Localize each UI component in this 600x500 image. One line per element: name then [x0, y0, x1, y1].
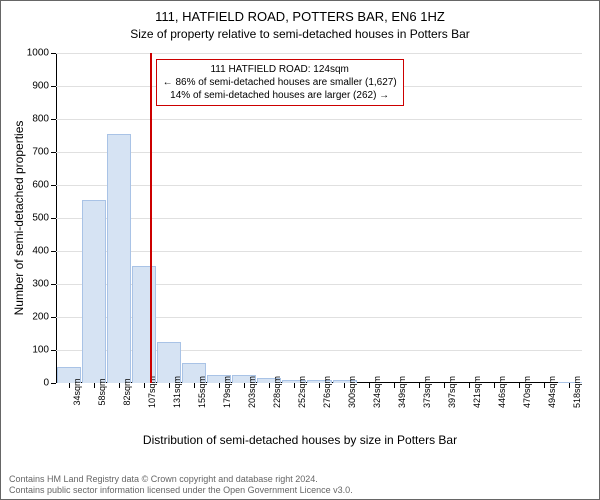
x-tick-mark: [544, 383, 545, 388]
x-tick-mark: [194, 383, 195, 388]
x-tick-mark: [569, 383, 570, 388]
y-tick-label: 900: [19, 81, 49, 92]
x-tick-label: 155sqm: [197, 376, 207, 408]
x-tick-mark: [244, 383, 245, 388]
y-tick-mark: [51, 317, 56, 318]
x-tick-label: 494sqm: [547, 376, 557, 408]
x-axis-label: Distribution of semi-detached houses by …: [1, 433, 599, 447]
x-tick-label: 228sqm: [272, 376, 282, 408]
grid-line: [56, 152, 582, 153]
x-tick-mark: [294, 383, 295, 388]
x-tick-label: 179sqm: [222, 376, 232, 408]
x-tick-label: 446sqm: [497, 376, 507, 408]
x-tick-mark: [394, 383, 395, 388]
property-marker-line: [150, 53, 152, 383]
x-tick-label: 518sqm: [572, 376, 582, 408]
x-tick-mark: [494, 383, 495, 388]
y-tick-mark: [51, 284, 56, 285]
x-tick-label: 131sqm: [172, 376, 182, 408]
page-title: 111, HATFIELD ROAD, POTTERS BAR, EN6 1HZ: [1, 9, 599, 24]
x-tick-mark: [344, 383, 345, 388]
y-tick-mark: [51, 119, 56, 120]
y-tick-mark: [51, 218, 56, 219]
y-tick-mark: [51, 86, 56, 87]
x-tick-label: 397sqm: [447, 376, 457, 408]
grid-line: [56, 185, 582, 186]
y-tick-mark: [51, 383, 56, 384]
x-tick-mark: [269, 383, 270, 388]
x-tick-mark: [144, 383, 145, 388]
x-tick-label: 58sqm: [97, 378, 107, 405]
y-tick-label: 100: [19, 345, 49, 356]
footer-line-2: Contains public sector information licen…: [9, 485, 353, 496]
histogram-bar: [132, 266, 156, 383]
annotation-line-3: 14% of semi-detached houses are larger (…: [163, 89, 397, 102]
x-tick-mark: [519, 383, 520, 388]
x-tick-label: 34sqm: [72, 378, 82, 405]
x-tick-mark: [444, 383, 445, 388]
y-tick-mark: [51, 152, 56, 153]
x-tick-label: 252sqm: [297, 376, 307, 408]
x-tick-label: 470sqm: [522, 376, 532, 408]
y-tick-mark: [51, 185, 56, 186]
footer: Contains HM Land Registry data © Crown c…: [9, 474, 353, 496]
x-tick-label: 300sqm: [347, 376, 357, 408]
y-axis-label: Number of semi-detached properties: [12, 108, 26, 328]
footer-line-1: Contains HM Land Registry data © Crown c…: [9, 474, 353, 485]
grid-line: [56, 53, 582, 54]
x-tick-label: 421sqm: [472, 376, 482, 408]
y-tick-label: 0: [19, 378, 49, 389]
annotation-box: 111 HATFIELD ROAD: 124sqm← 86% of semi-d…: [156, 59, 404, 106]
x-tick-mark: [169, 383, 170, 388]
annotation-line-2: ← 86% of semi-detached houses are smalle…: [163, 76, 397, 89]
grid-line: [56, 218, 582, 219]
y-tick-mark: [51, 251, 56, 252]
x-tick-label: 82sqm: [122, 378, 132, 405]
plot-area: 0100200300400500600700800900100034sqm58s…: [56, 53, 582, 383]
x-tick-mark: [119, 383, 120, 388]
page-subtitle: Size of property relative to semi-detach…: [1, 27, 599, 41]
y-tick-mark: [51, 53, 56, 54]
x-tick-label: 324sqm: [372, 376, 382, 408]
x-tick-mark: [94, 383, 95, 388]
x-tick-label: 349sqm: [397, 376, 407, 408]
histogram-bar: [82, 200, 106, 383]
grid-line: [56, 119, 582, 120]
x-tick-mark: [419, 383, 420, 388]
x-tick-label: 276sqm: [322, 376, 332, 408]
x-tick-mark: [369, 383, 370, 388]
x-tick-label: 373sqm: [422, 376, 432, 408]
x-tick-mark: [219, 383, 220, 388]
annotation-line-1: 111 HATFIELD ROAD: 124sqm: [163, 63, 397, 76]
histogram-bar: [107, 134, 131, 383]
x-tick-mark: [69, 383, 70, 388]
y-tick-mark: [51, 350, 56, 351]
grid-line: [56, 251, 582, 252]
x-tick-label: 203sqm: [247, 376, 257, 408]
x-tick-mark: [469, 383, 470, 388]
x-tick-mark: [319, 383, 320, 388]
y-tick-label: 1000: [19, 48, 49, 59]
chart-container: 111, HATFIELD ROAD, POTTERS BAR, EN6 1HZ…: [0, 0, 600, 500]
